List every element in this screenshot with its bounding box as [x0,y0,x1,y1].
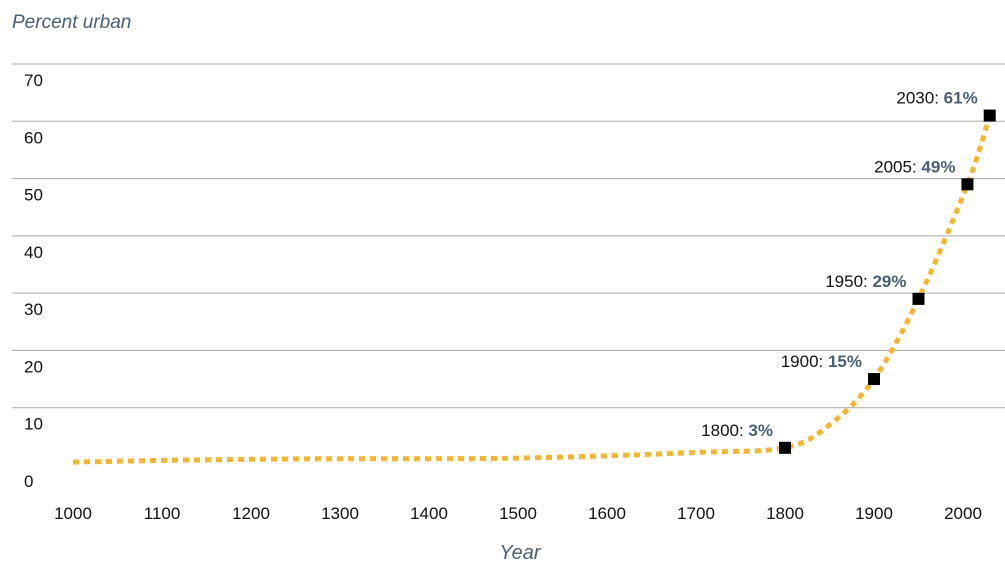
x-tick-label: 1200 [232,504,270,523]
y-tick-label: 50 [24,186,43,205]
y-tick-label: 70 [24,71,43,90]
data-label: 1900: 15% [781,352,862,371]
x-tick-label: 1500 [499,504,537,523]
x-axis-title: Year [499,542,541,564]
data-point-marker [961,178,974,191]
data-point-marker [868,373,880,386]
x-tick-label: 1100 [144,504,181,523]
x-tick-label: 1900 [855,504,893,523]
y-tick-label: 20 [24,357,43,376]
y-tick-label: 10 [24,415,43,434]
x-tick-label: 1400 [410,504,448,523]
data-point-marker [912,292,925,305]
x-tick-label: 1600 [588,504,626,523]
y-tick-label: 0 [24,472,33,491]
x-tick-label: 1700 [677,504,715,523]
data-label: 1950: 29% [825,272,906,291]
y-tick-label: 60 [24,128,43,147]
data-point-marker [779,441,791,454]
y-tick-label: 30 [24,300,43,319]
y-tick-label: 40 [24,243,43,262]
x-tick-label: 1000 [54,504,92,523]
x-tick-label: 1800 [766,504,804,523]
data-point-marker [983,109,996,122]
x-tick-label: 2000 [944,504,982,523]
x-tick-label: 1300 [321,504,359,523]
y-axis-title: Percent urban [12,12,132,33]
data-label: 2005: 49% [874,157,955,176]
data-label: 2030: 61% [896,89,977,108]
data-label: 1800: 3% [701,421,773,440]
